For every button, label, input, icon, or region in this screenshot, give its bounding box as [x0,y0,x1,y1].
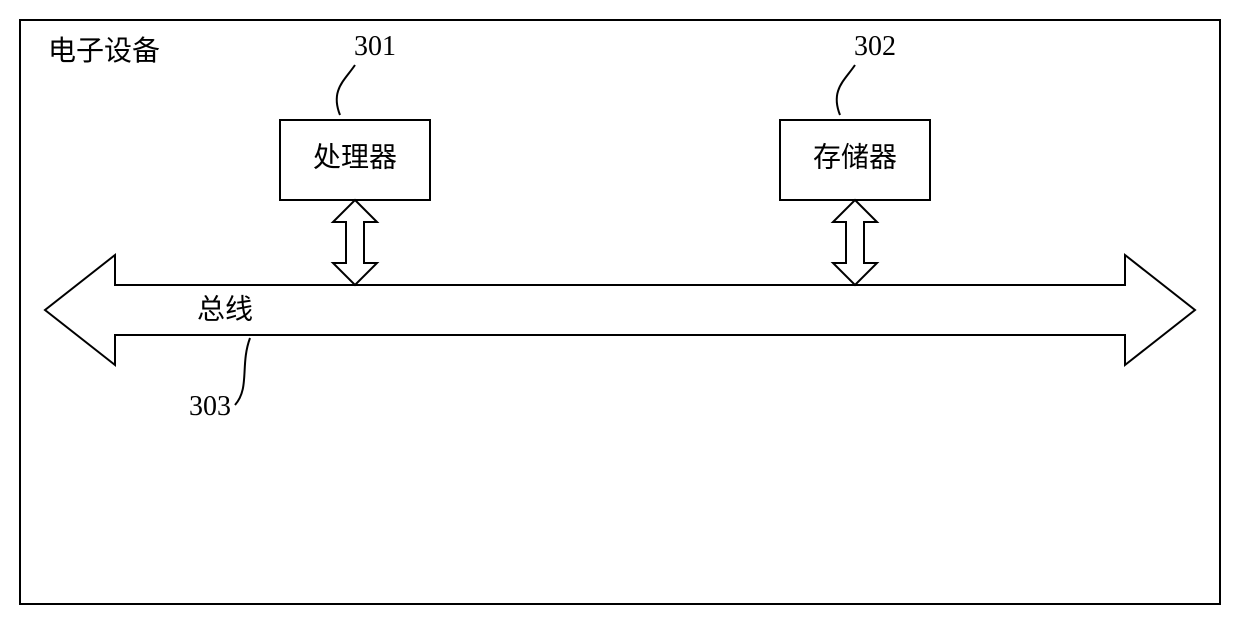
diagram-title: 电子设备 [48,35,160,67]
bus-ref-number: 303 [189,391,231,422]
processor-ref-number: 301 [354,31,396,62]
diagram-canvas: 电子设备 总线 303 处理器 301 存储器 302 [0,0,1240,624]
bus-label: 总线 [197,293,253,325]
processor-label: 处理器 [313,141,397,173]
memory-label: 存储器 [813,141,897,173]
memory-ref-number: 302 [854,31,896,62]
